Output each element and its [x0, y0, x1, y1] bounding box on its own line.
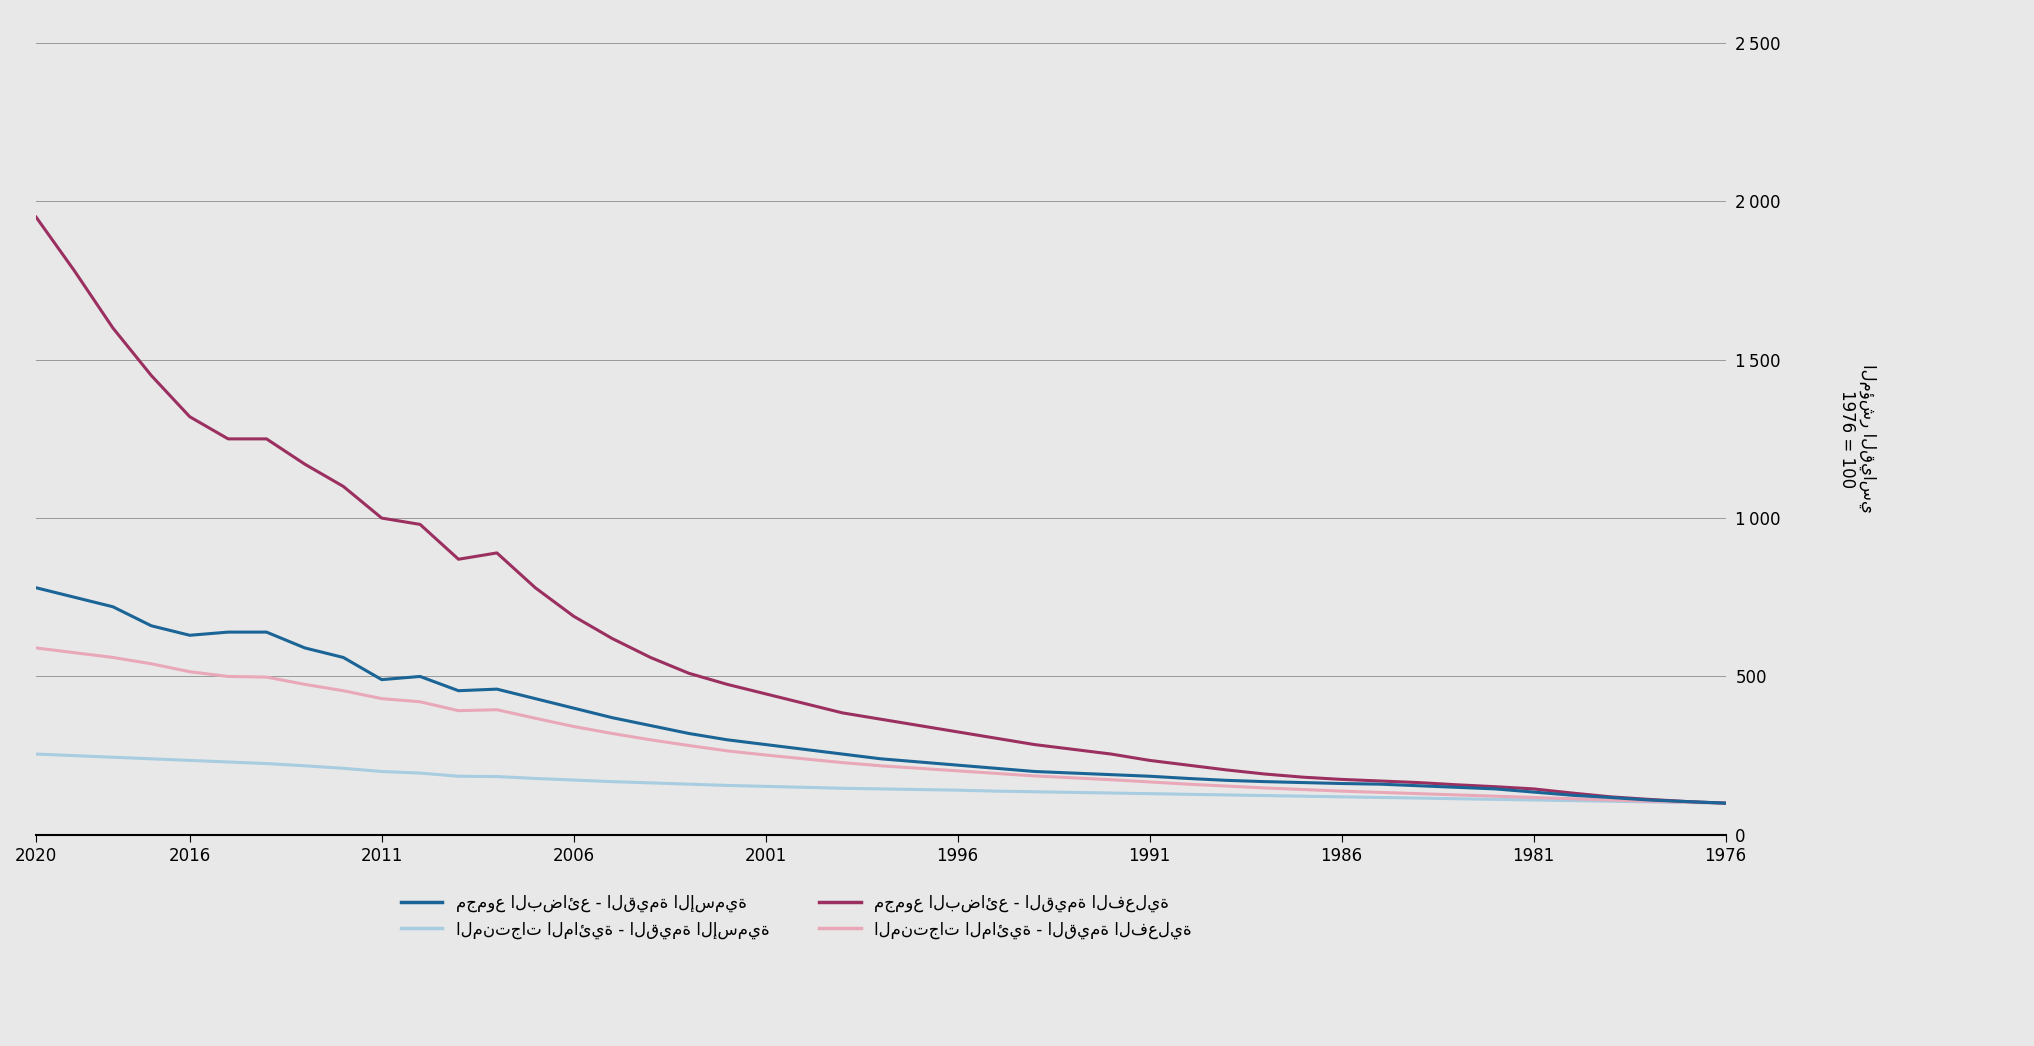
Legend: مجموع البضائع - القيمة الإسمية, المنتجات المائية - القيمة الإسمية, مجموع البضائع: مجموع البضائع - القيمة الإسمية, المنتجات…	[395, 887, 1198, 946]
Y-axis label: المؤشر القياسي
1976 = 100: المؤشر القياسي 1976 = 100	[1839, 364, 1877, 514]
